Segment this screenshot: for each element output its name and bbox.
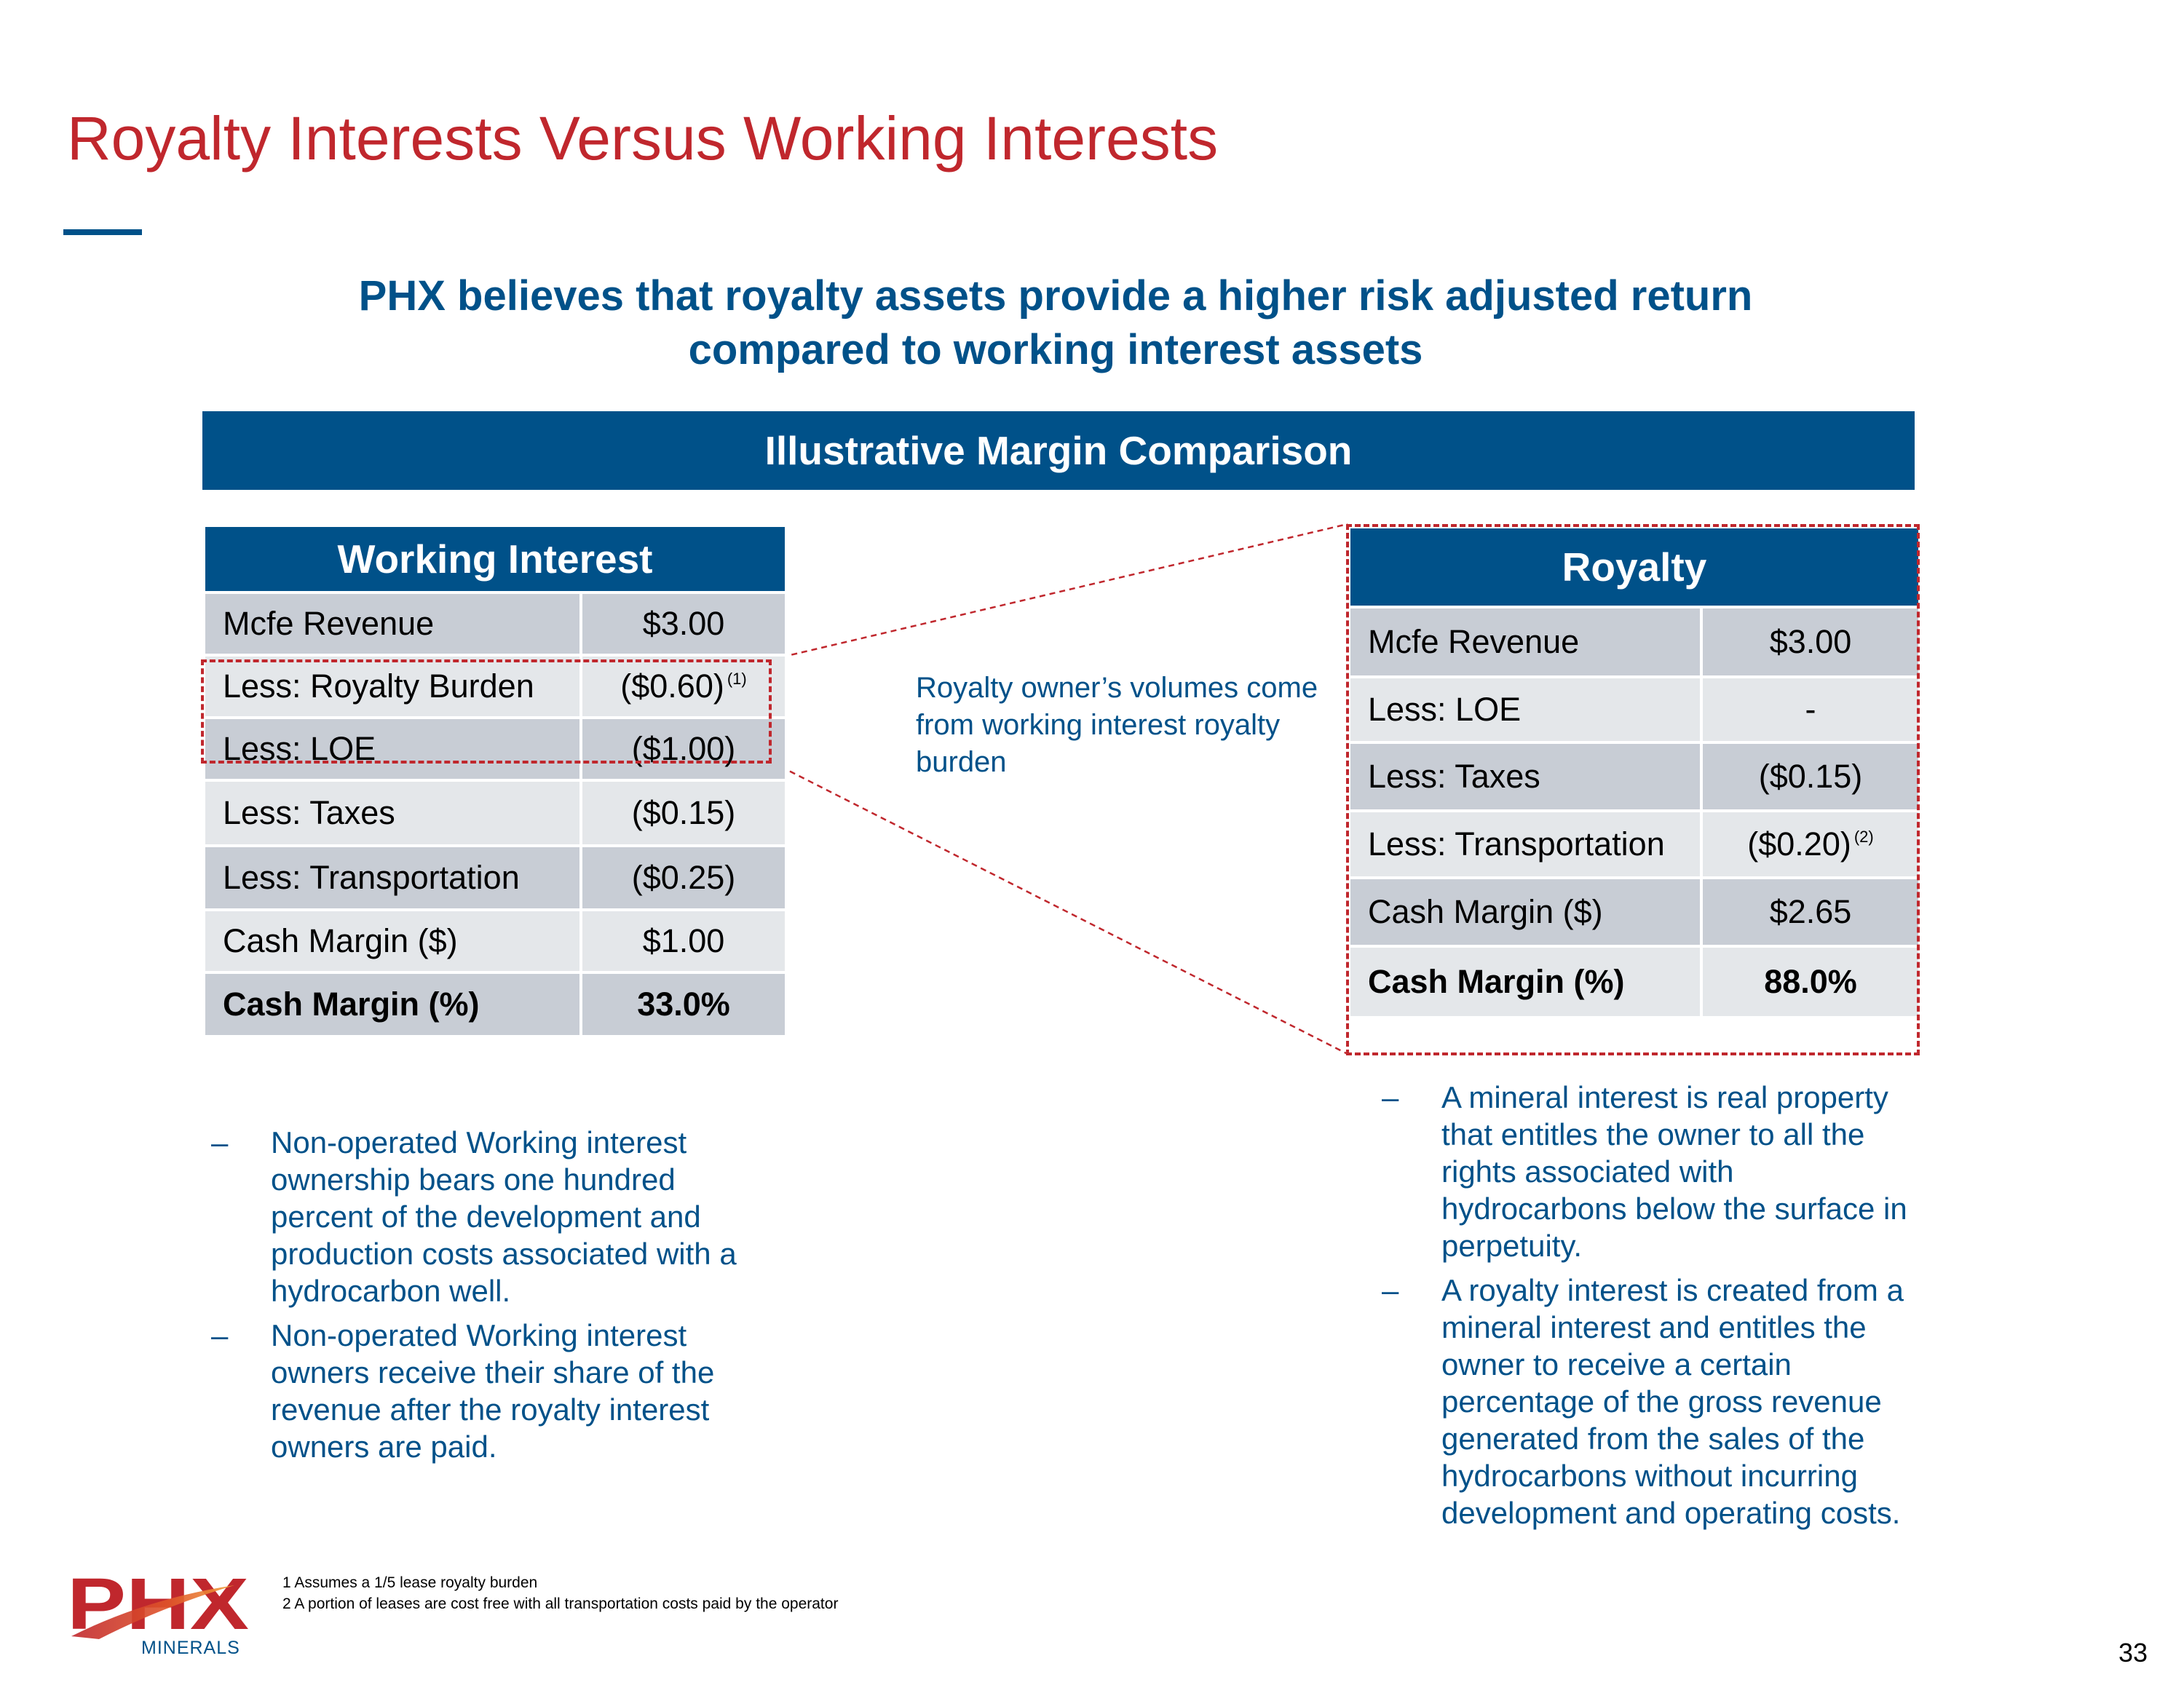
bullet-dash: – xyxy=(1382,1080,1399,1114)
row-value: $3.00 xyxy=(1700,606,1921,678)
row-label: Mcfe Revenue xyxy=(202,591,582,657)
table-row: Cash Margin ($) $2.65 xyxy=(1348,876,1921,948)
connector-line-bottom xyxy=(771,761,1348,1055)
subtitle-line-1: PHX believes that royalty assets provide… xyxy=(358,272,1753,320)
logo-tagline: MINERALS xyxy=(141,1638,240,1658)
subtitle-line-2: compared to working interest assets xyxy=(688,326,1423,373)
table-row: Cash Margin (%) 88.0% xyxy=(1348,945,1921,1019)
table-row: Cash Margin (%) 33.0% xyxy=(202,971,788,1038)
slide-subtitle: PHX believes that royalty assets provide… xyxy=(218,269,1893,377)
bullet-dash: – xyxy=(211,1318,229,1352)
page-number: 33 xyxy=(2118,1638,2148,1668)
table-row: Less: Royalty Burden ($0.60) (1) xyxy=(202,654,788,719)
logo-swoosh xyxy=(71,1585,234,1639)
list-item: – Non-operated Working interest ownership… xyxy=(211,1125,737,1308)
row-label: Less: Taxes xyxy=(202,779,582,847)
slide-title: Royalty Interests Versus Working Interes… xyxy=(67,104,1219,173)
row-label: Less: Taxes xyxy=(1348,741,1703,812)
bullet-dash: – xyxy=(211,1125,229,1159)
royalty-header: Royalty xyxy=(1348,526,1921,608)
phx-minerals-logo: PHX MINERALS xyxy=(67,1572,249,1658)
table-row: Less: LOE - xyxy=(1348,675,1921,744)
row-value: 88.0% xyxy=(1700,945,1921,1019)
row-value: ($0.15) xyxy=(579,779,788,847)
row-label: Less: Royalty Burden xyxy=(202,654,582,719)
working-interest-table: Working Interest Mcfe Revenue $3.00 Less… xyxy=(202,524,788,1038)
row-value: $3.00 xyxy=(579,591,788,657)
row-value: ($0.60) (1) xyxy=(579,654,788,719)
row-value: $1.00 xyxy=(579,908,788,974)
row-value: ($0.15) xyxy=(1700,741,1921,812)
title-underline xyxy=(63,229,142,235)
row-label: Less: Transportation xyxy=(202,844,582,911)
row-label: Less: LOE xyxy=(1348,675,1703,744)
connector-line-top xyxy=(771,523,1348,661)
row-label: Mcfe Revenue xyxy=(1348,606,1703,678)
row-label: Cash Margin ($) xyxy=(202,908,582,974)
callout-text: Royalty owner’s volumes come from workin… xyxy=(916,672,1318,778)
table-row: Less: LOE ($1.00) xyxy=(202,716,788,782)
royalty-table: Royalty Mcfe Revenue $3.00 Less: LOE - L… xyxy=(1348,526,1921,1019)
row-value: 33.0% xyxy=(579,971,788,1038)
table-row: Cash Margin ($) $1.00 xyxy=(202,908,788,974)
footnote-marker: (2) xyxy=(1853,828,1874,846)
footnote-1: 1 Assumes a 1/5 lease royalty burden xyxy=(282,1574,538,1591)
table-row: Less: Transportation ($0.20) (2) xyxy=(1348,809,1921,879)
list-item: – Non-operated Working interest owners re… xyxy=(211,1318,715,1464)
list-item: – A mineral interest is real property tha… xyxy=(1382,1080,1907,1263)
row-value: ($1.00) xyxy=(579,716,788,782)
bullet-dash: – xyxy=(1382,1273,1399,1307)
table-row: Mcfe Revenue $3.00 xyxy=(1348,606,1921,678)
row-label: Less: Transportation xyxy=(1348,809,1703,879)
table-row: Less: Transportation ($0.25) xyxy=(202,844,788,911)
table-row: Less: Taxes ($0.15) xyxy=(202,779,788,847)
row-label: Less: LOE xyxy=(202,716,582,782)
row-label: Cash Margin (%) xyxy=(1348,945,1703,1019)
royalty-bullets: – A mineral interest is real property tha… xyxy=(1376,1079,1922,1539)
working-interest-header: Working Interest xyxy=(202,524,788,594)
footnote-marker: (1) xyxy=(727,670,747,688)
table-row: Mcfe Revenue $3.00 xyxy=(202,591,788,657)
working-interest-bullets: – Non-operated Working interest ownership… xyxy=(205,1124,759,1472)
footnotes: 1 Assumes a 1/5 lease royalty burden 2 A… xyxy=(282,1572,838,1614)
section-banner: Illustrative Margin Comparison xyxy=(202,411,1915,490)
royalty-burden-highlight xyxy=(201,659,772,764)
footnote-2: 2 A portion of leases are cost free with… xyxy=(282,1595,839,1612)
row-value: ($0.25) xyxy=(579,844,788,911)
table-row: Less: Taxes ($0.15) xyxy=(1348,741,1921,812)
list-item: – A royalty interest is created from a mi… xyxy=(1382,1273,1904,1530)
row-label: Cash Margin ($) xyxy=(1348,876,1703,948)
row-value: ($0.20) (2) xyxy=(1700,809,1921,879)
royalty-table-highlight xyxy=(1346,524,1920,1055)
row-value: - xyxy=(1700,675,1921,744)
row-label: Cash Margin (%) xyxy=(202,971,582,1038)
